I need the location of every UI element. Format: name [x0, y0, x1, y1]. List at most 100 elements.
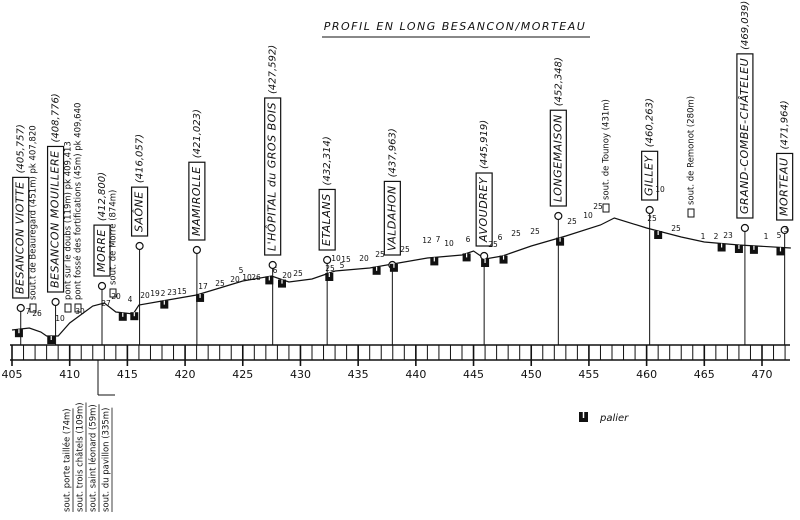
- station-pk: (460,263): [645, 98, 656, 147]
- station-label: MORTEAU (471,964): [776, 100, 794, 221]
- station-marker: [645, 205, 654, 215]
- gradient-label: 25: [488, 240, 498, 249]
- station-name: BESANCON VIOTTE: [14, 181, 27, 294]
- gradient-label: 27: [101, 299, 111, 308]
- station-label: BESANCON MOUILLERE (408,776): [46, 93, 65, 293]
- station-name: ETALANS: [320, 193, 333, 246]
- gradient-label: 10: [55, 314, 65, 323]
- gradient-label: 26: [251, 273, 261, 282]
- axis-tick-label: 435: [348, 368, 369, 381]
- structure-note: pont sur le doubs (119m) pk 409,413: [64, 141, 74, 300]
- station-pk: (469,039): [740, 1, 751, 50]
- gradient-label: 20: [359, 254, 369, 263]
- axis-tick-label: 465: [694, 368, 715, 381]
- station-label: ETALANS (432,314): [318, 136, 336, 251]
- structure-note: sout. de Morre (874m): [109, 190, 119, 285]
- gradient-label: 10: [331, 254, 341, 263]
- structure-mark: [74, 303, 82, 313]
- station-name: LONGEMAISON: [551, 114, 564, 202]
- gradient-label: 6: [273, 266, 278, 275]
- station-pk: (432,314): [322, 136, 333, 185]
- axis-tick-label: 450: [521, 368, 542, 381]
- gradient-label: 25: [511, 229, 521, 238]
- axis-tick-label: 455: [578, 368, 599, 381]
- gradient-label: 25: [325, 264, 335, 273]
- station-name: SAÔNE: [133, 191, 146, 232]
- gradient-label: 25: [375, 250, 385, 259]
- station-label: LONGEMAISON (452,348): [549, 57, 567, 207]
- station-pk: (427,592): [268, 45, 279, 94]
- gradient-label: 25: [400, 245, 410, 254]
- gradient-label: 20: [230, 275, 240, 284]
- structure-mark: [64, 303, 72, 313]
- axis-tick-label: 420: [175, 368, 196, 381]
- gradient-label: 5: [340, 261, 345, 270]
- gradient-label: 7: [436, 235, 441, 244]
- station-pk: (445,919): [479, 120, 490, 169]
- station-label: GRAND-COMBE-CHÂTELEU (469,039): [736, 1, 754, 219]
- station-pk: (412,800): [97, 172, 108, 221]
- station-label: MORRE (412,800): [93, 172, 111, 277]
- station-box: [776, 152, 794, 221]
- station-box: [12, 176, 30, 299]
- gradient-label: 4: [128, 295, 133, 304]
- station-name: VALDAHON: [385, 185, 398, 251]
- station-label: VALDAHON (437,963): [383, 128, 401, 256]
- gradient-label: 7: [26, 307, 31, 316]
- gradient-label: 12: [422, 236, 432, 245]
- station-name: L'HÔPITAL du GROS BOIS: [266, 102, 279, 251]
- station-pk: (405,757): [16, 124, 27, 173]
- station-pk: (408,776): [51, 93, 62, 142]
- station-pk: (471,964): [780, 100, 791, 149]
- gradient-label: 15: [341, 255, 351, 264]
- station-marker: [16, 303, 25, 313]
- structure-mark: [109, 288, 117, 298]
- station-name: GRAND-COMBE-CHÂTELEU: [738, 58, 751, 214]
- station-marker: [480, 251, 489, 261]
- station-marker: [554, 211, 563, 221]
- axis-tick-label: 430: [290, 368, 311, 381]
- station-name: MORRE: [95, 229, 108, 272]
- station-box: [736, 53, 754, 219]
- gradient-label: 15: [177, 287, 187, 296]
- station-pk: (452,348): [553, 57, 564, 106]
- tunnel-note: sout. porte taillée (74m): [62, 408, 73, 512]
- gradient-label: 25: [593, 202, 603, 211]
- legend-label: palier: [599, 413, 629, 424]
- structure-mark: [602, 203, 610, 213]
- gradient-label: 10: [444, 239, 454, 248]
- gradient-label: 19: [150, 289, 160, 298]
- station-box: [641, 150, 659, 201]
- station-label: AVOUDREY (445,919): [475, 120, 493, 247]
- station-name: AVOUDREY: [477, 176, 490, 243]
- station-label: GILLEY (460,263): [641, 98, 659, 201]
- station-name: BESANCON MOUILLERE: [49, 150, 62, 288]
- gradient-label: 25: [293, 269, 303, 278]
- station-box: [46, 145, 65, 293]
- gradient-label: 6: [466, 235, 471, 244]
- gradient-label: 1: [701, 232, 706, 241]
- station-label: L'HÔPITAL du GROS BOIS (427,592): [264, 45, 282, 256]
- structure-mark: [687, 208, 695, 218]
- station-label: BESANCON VIOTTE (405,757): [12, 124, 30, 299]
- axis-tick-label: 425: [232, 368, 253, 381]
- tunnel-note: sout. saint léonard (59m): [88, 404, 99, 512]
- gradient-label: 30: [75, 307, 85, 316]
- station-marker: [780, 225, 789, 235]
- structure-mark: [29, 303, 37, 313]
- axis-tick-label: 410: [59, 368, 80, 381]
- station-marker: [323, 255, 332, 265]
- axis-tick-label: 440: [405, 368, 426, 381]
- gradient-label: 20: [140, 291, 150, 300]
- gradient-label: 20: [111, 292, 121, 301]
- gradient-label: 10: [242, 273, 252, 282]
- gradient-label: 25: [671, 224, 681, 233]
- station-box: [264, 97, 282, 256]
- gradient-label: 2: [161, 289, 166, 298]
- gradient-label: 1: [764, 232, 769, 241]
- gradient-label: 2: [714, 232, 719, 241]
- station-box: [318, 188, 336, 251]
- station-box: [130, 186, 149, 237]
- axis-tick-label: 470: [752, 368, 773, 381]
